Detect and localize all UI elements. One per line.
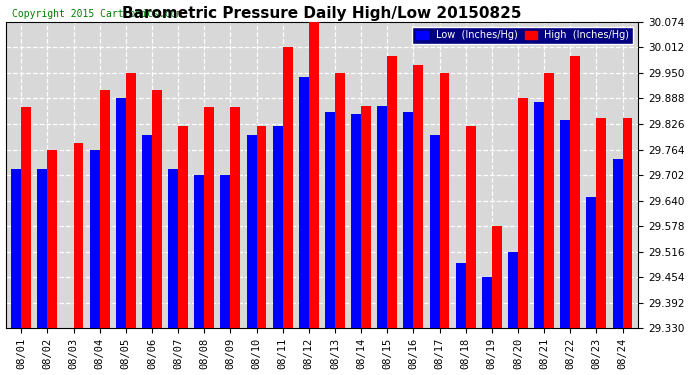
Bar [387, 56, 397, 328]
Bar [325, 112, 335, 328]
Bar [430, 135, 440, 328]
Bar [518, 98, 528, 328]
Bar [466, 126, 475, 328]
Bar [299, 77, 309, 328]
Bar [11, 170, 21, 328]
Bar [48, 150, 57, 328]
Bar [560, 120, 570, 328]
Bar [596, 118, 607, 328]
Bar [455, 262, 466, 328]
Bar [230, 106, 240, 328]
Bar [309, 22, 319, 328]
Bar [622, 118, 633, 328]
Bar [413, 64, 424, 328]
Bar [544, 73, 554, 328]
Bar [204, 106, 214, 328]
Bar [534, 102, 544, 328]
Bar [116, 98, 126, 328]
Bar [257, 126, 266, 328]
Bar [168, 170, 178, 328]
Bar [220, 175, 230, 328]
Bar [178, 126, 188, 328]
Bar [508, 252, 518, 328]
Bar [283, 47, 293, 328]
Bar [90, 150, 99, 328]
Bar [37, 170, 48, 328]
Title: Barometric Pressure Daily High/Low 20150825: Barometric Pressure Daily High/Low 20150… [122, 6, 522, 21]
Bar [351, 114, 361, 328]
Bar [586, 197, 596, 328]
Text: Copyright 2015 Cartronics.com: Copyright 2015 Cartronics.com [12, 9, 182, 19]
Bar [142, 135, 152, 328]
Bar [74, 143, 83, 328]
Legend: Low  (Inches/Hg), High  (Inches/Hg): Low (Inches/Hg), High (Inches/Hg) [412, 27, 633, 44]
Bar [377, 106, 387, 328]
Bar [152, 90, 162, 328]
Bar [570, 56, 580, 328]
Bar [246, 135, 257, 328]
Bar [404, 112, 413, 328]
Bar [195, 175, 204, 328]
Bar [99, 90, 110, 328]
Bar [273, 126, 283, 328]
Bar [21, 106, 31, 328]
Bar [492, 226, 502, 328]
Bar [482, 278, 492, 328]
Bar [335, 73, 345, 328]
Bar [126, 73, 136, 328]
Bar [440, 73, 449, 328]
Bar [361, 106, 371, 328]
Bar [613, 159, 622, 328]
